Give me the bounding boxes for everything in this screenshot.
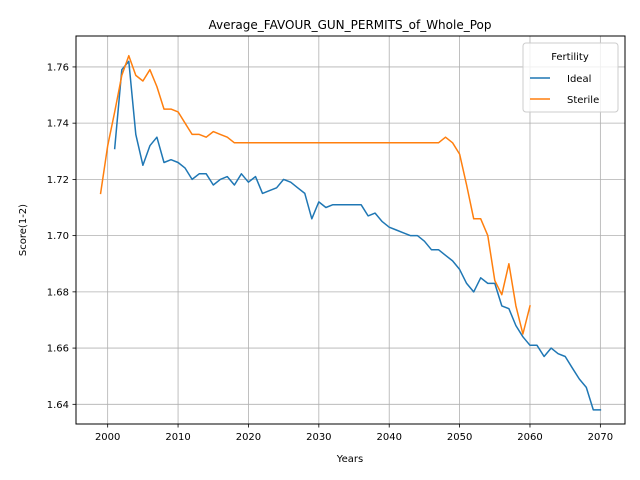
series-layer [99, 54, 602, 411]
legend-label-sterile: Sterile [567, 95, 599, 106]
y-tick-label: 1.72 [47, 175, 69, 186]
legend-frame [522, 42, 619, 113]
y-tick-label: 1.64 [47, 400, 69, 411]
x-tick-label: 2050 [447, 432, 472, 443]
x-tick-label: 2020 [236, 432, 261, 443]
y-tick-label: 1.70 [47, 231, 69, 242]
y-axis: 1.64 1.66 1.68 1.70 1.72 1.74 1.76 [47, 62, 76, 411]
x-axis: 2000 2010 2020 2030 2040 2050 2060 2070 [95, 424, 613, 443]
legend-title: Fertility [551, 52, 589, 63]
x-tick-label: 2040 [376, 432, 401, 443]
legend-label-ideal: Ideal [567, 74, 591, 85]
legend: Fertility Ideal Sterile [522, 42, 619, 113]
x-tick-label: 2010 [165, 432, 190, 443]
x-tick-label: 2070 [588, 432, 613, 443]
y-tick-label: 1.76 [47, 62, 69, 73]
y-tick-label: 1.74 [47, 119, 69, 130]
y-tick-label: 1.66 [47, 344, 69, 355]
x-tick-label: 2030 [306, 432, 331, 443]
series-line-sterile [99, 54, 531, 335]
y-tick-label: 1.68 [47, 287, 69, 298]
plot-frame [75, 35, 626, 425]
x-tick-label: 2000 [95, 432, 120, 443]
x-tick-label: 2060 [517, 432, 542, 443]
y-axis-label: Score(1-2) [18, 204, 29, 256]
series-line-ideal [113, 60, 602, 411]
x-axis-label: Years [336, 454, 363, 465]
chart-title: Average_FAVOUR_GUN_PERMITS_of_Whole_Pop [208, 18, 491, 32]
